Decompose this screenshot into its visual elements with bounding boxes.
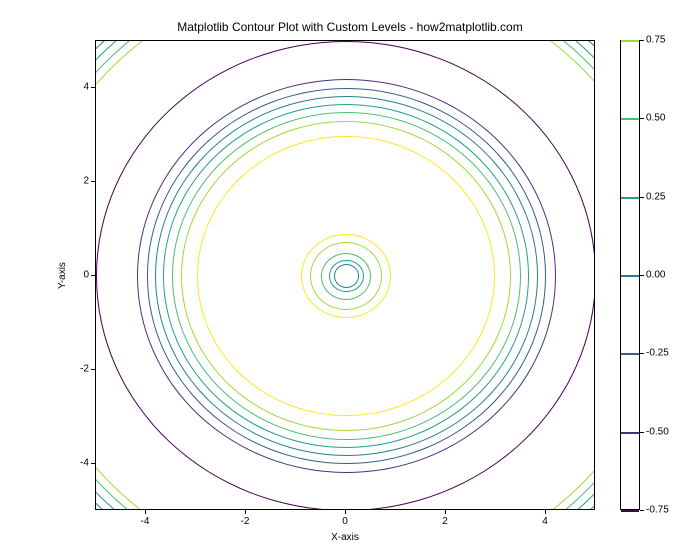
colorbar-tick-mark xyxy=(640,40,644,41)
y-tick-label: -2 xyxy=(71,364,89,375)
x-tick-label: 0 xyxy=(342,516,348,527)
colorbar-tick-mark xyxy=(640,510,644,511)
y-tick-mark xyxy=(91,275,95,276)
x-tick-mark xyxy=(145,510,146,514)
colorbar-segment xyxy=(621,197,639,199)
colorbar-segment xyxy=(621,118,639,120)
colorbar-segment xyxy=(621,432,639,434)
colorbar-tick-label: -0.50 xyxy=(646,426,669,437)
colorbar xyxy=(620,40,640,510)
colorbar-segment xyxy=(621,510,639,512)
y-tick-mark xyxy=(91,369,95,370)
colorbar-tick-mark xyxy=(640,353,644,354)
x-axis-label: X-axis xyxy=(95,532,595,543)
contour-line-outer xyxy=(95,40,595,510)
chart-title: Matplotlib Contour Plot with Custom Leve… xyxy=(0,20,700,34)
x-tick-mark xyxy=(445,510,446,514)
colorbar-tick-mark xyxy=(640,432,644,433)
plot-area xyxy=(95,40,595,510)
colorbar-tick-label: -0.75 xyxy=(646,505,669,516)
colorbar-segment xyxy=(621,353,639,355)
colorbar-tick-label: 0.75 xyxy=(646,35,665,46)
colorbar-tick-mark xyxy=(640,197,644,198)
colorbar-tick-mark xyxy=(640,118,644,119)
y-axis-label-text: Y-axis xyxy=(57,262,68,289)
colorbar-tick-label: -0.25 xyxy=(646,348,669,359)
x-tick-label: -2 xyxy=(241,516,250,527)
colorbar-tick-label: 0.25 xyxy=(646,191,665,202)
colorbar-tick-label: 0.00 xyxy=(646,270,665,281)
y-tick-label: 4 xyxy=(71,82,89,93)
colorbar-segment xyxy=(621,275,639,277)
colorbar-tick-label: 0.50 xyxy=(646,113,665,124)
x-tick-label: 2 xyxy=(442,516,448,527)
y-tick-label: 0 xyxy=(71,270,89,281)
y-tick-mark xyxy=(91,463,95,464)
x-tick-label: -4 xyxy=(141,516,150,527)
colorbar-tick-mark xyxy=(640,275,644,276)
y-tick-label: 2 xyxy=(71,176,89,187)
x-tick-label: 4 xyxy=(542,516,548,527)
x-tick-mark xyxy=(345,510,346,514)
figure: Matplotlib Contour Plot with Custom Leve… xyxy=(0,0,700,560)
y-tick-mark xyxy=(91,87,95,88)
x-tick-mark xyxy=(545,510,546,514)
x-tick-mark xyxy=(245,510,246,514)
colorbar-segment xyxy=(621,40,639,42)
y-axis-label: Y-axis xyxy=(55,40,69,510)
y-tick-label: -4 xyxy=(71,458,89,469)
y-tick-mark xyxy=(91,181,95,182)
